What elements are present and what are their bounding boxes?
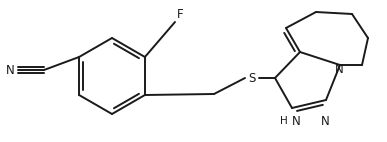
Text: S: S <box>248 72 256 84</box>
Text: N: N <box>320 115 329 128</box>
Text: N: N <box>335 62 344 76</box>
Text: H: H <box>280 116 288 126</box>
Text: N: N <box>6 63 15 77</box>
Text: N: N <box>292 115 300 128</box>
Text: F: F <box>177 8 183 21</box>
